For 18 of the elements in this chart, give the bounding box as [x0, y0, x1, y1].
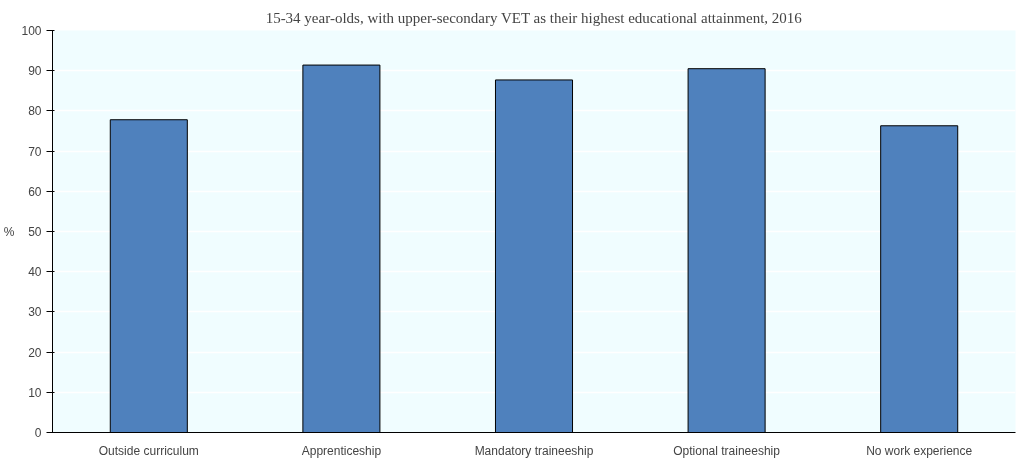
- chart-title: 15-34 year-olds, with upper-secondary VET as their highest educational attainment, 2016: [265, 9, 803, 26]
- y-tick-label: 10: [28, 385, 42, 400]
- x-tick-label: Mandatory traineeship: [474, 443, 594, 458]
- y-tick-label: 90: [28, 64, 42, 79]
- y-tick-label: 50: [28, 225, 42, 239]
- x-tick-label: Apprenticeship: [301, 443, 382, 458]
- y-tick-label: 40: [28, 265, 42, 280]
- x-tick-label: Optional traineeship: [673, 443, 781, 458]
- y-tick-label: 30: [28, 305, 42, 320]
- y-tick-label: 20: [28, 345, 42, 360]
- y-axis-title: %: [3, 224, 15, 239]
- y-tick-label: 100: [21, 24, 42, 38]
- y-tick-label: 0: [34, 426, 42, 440]
- y-tick-label: 60: [28, 184, 42, 199]
- y-tick-label: 80: [28, 104, 42, 119]
- x-tick-label: Outside curriculum: [98, 443, 199, 458]
- x-tick-label: No work experience: [866, 443, 973, 458]
- y-tick-label: 70: [28, 144, 42, 159]
